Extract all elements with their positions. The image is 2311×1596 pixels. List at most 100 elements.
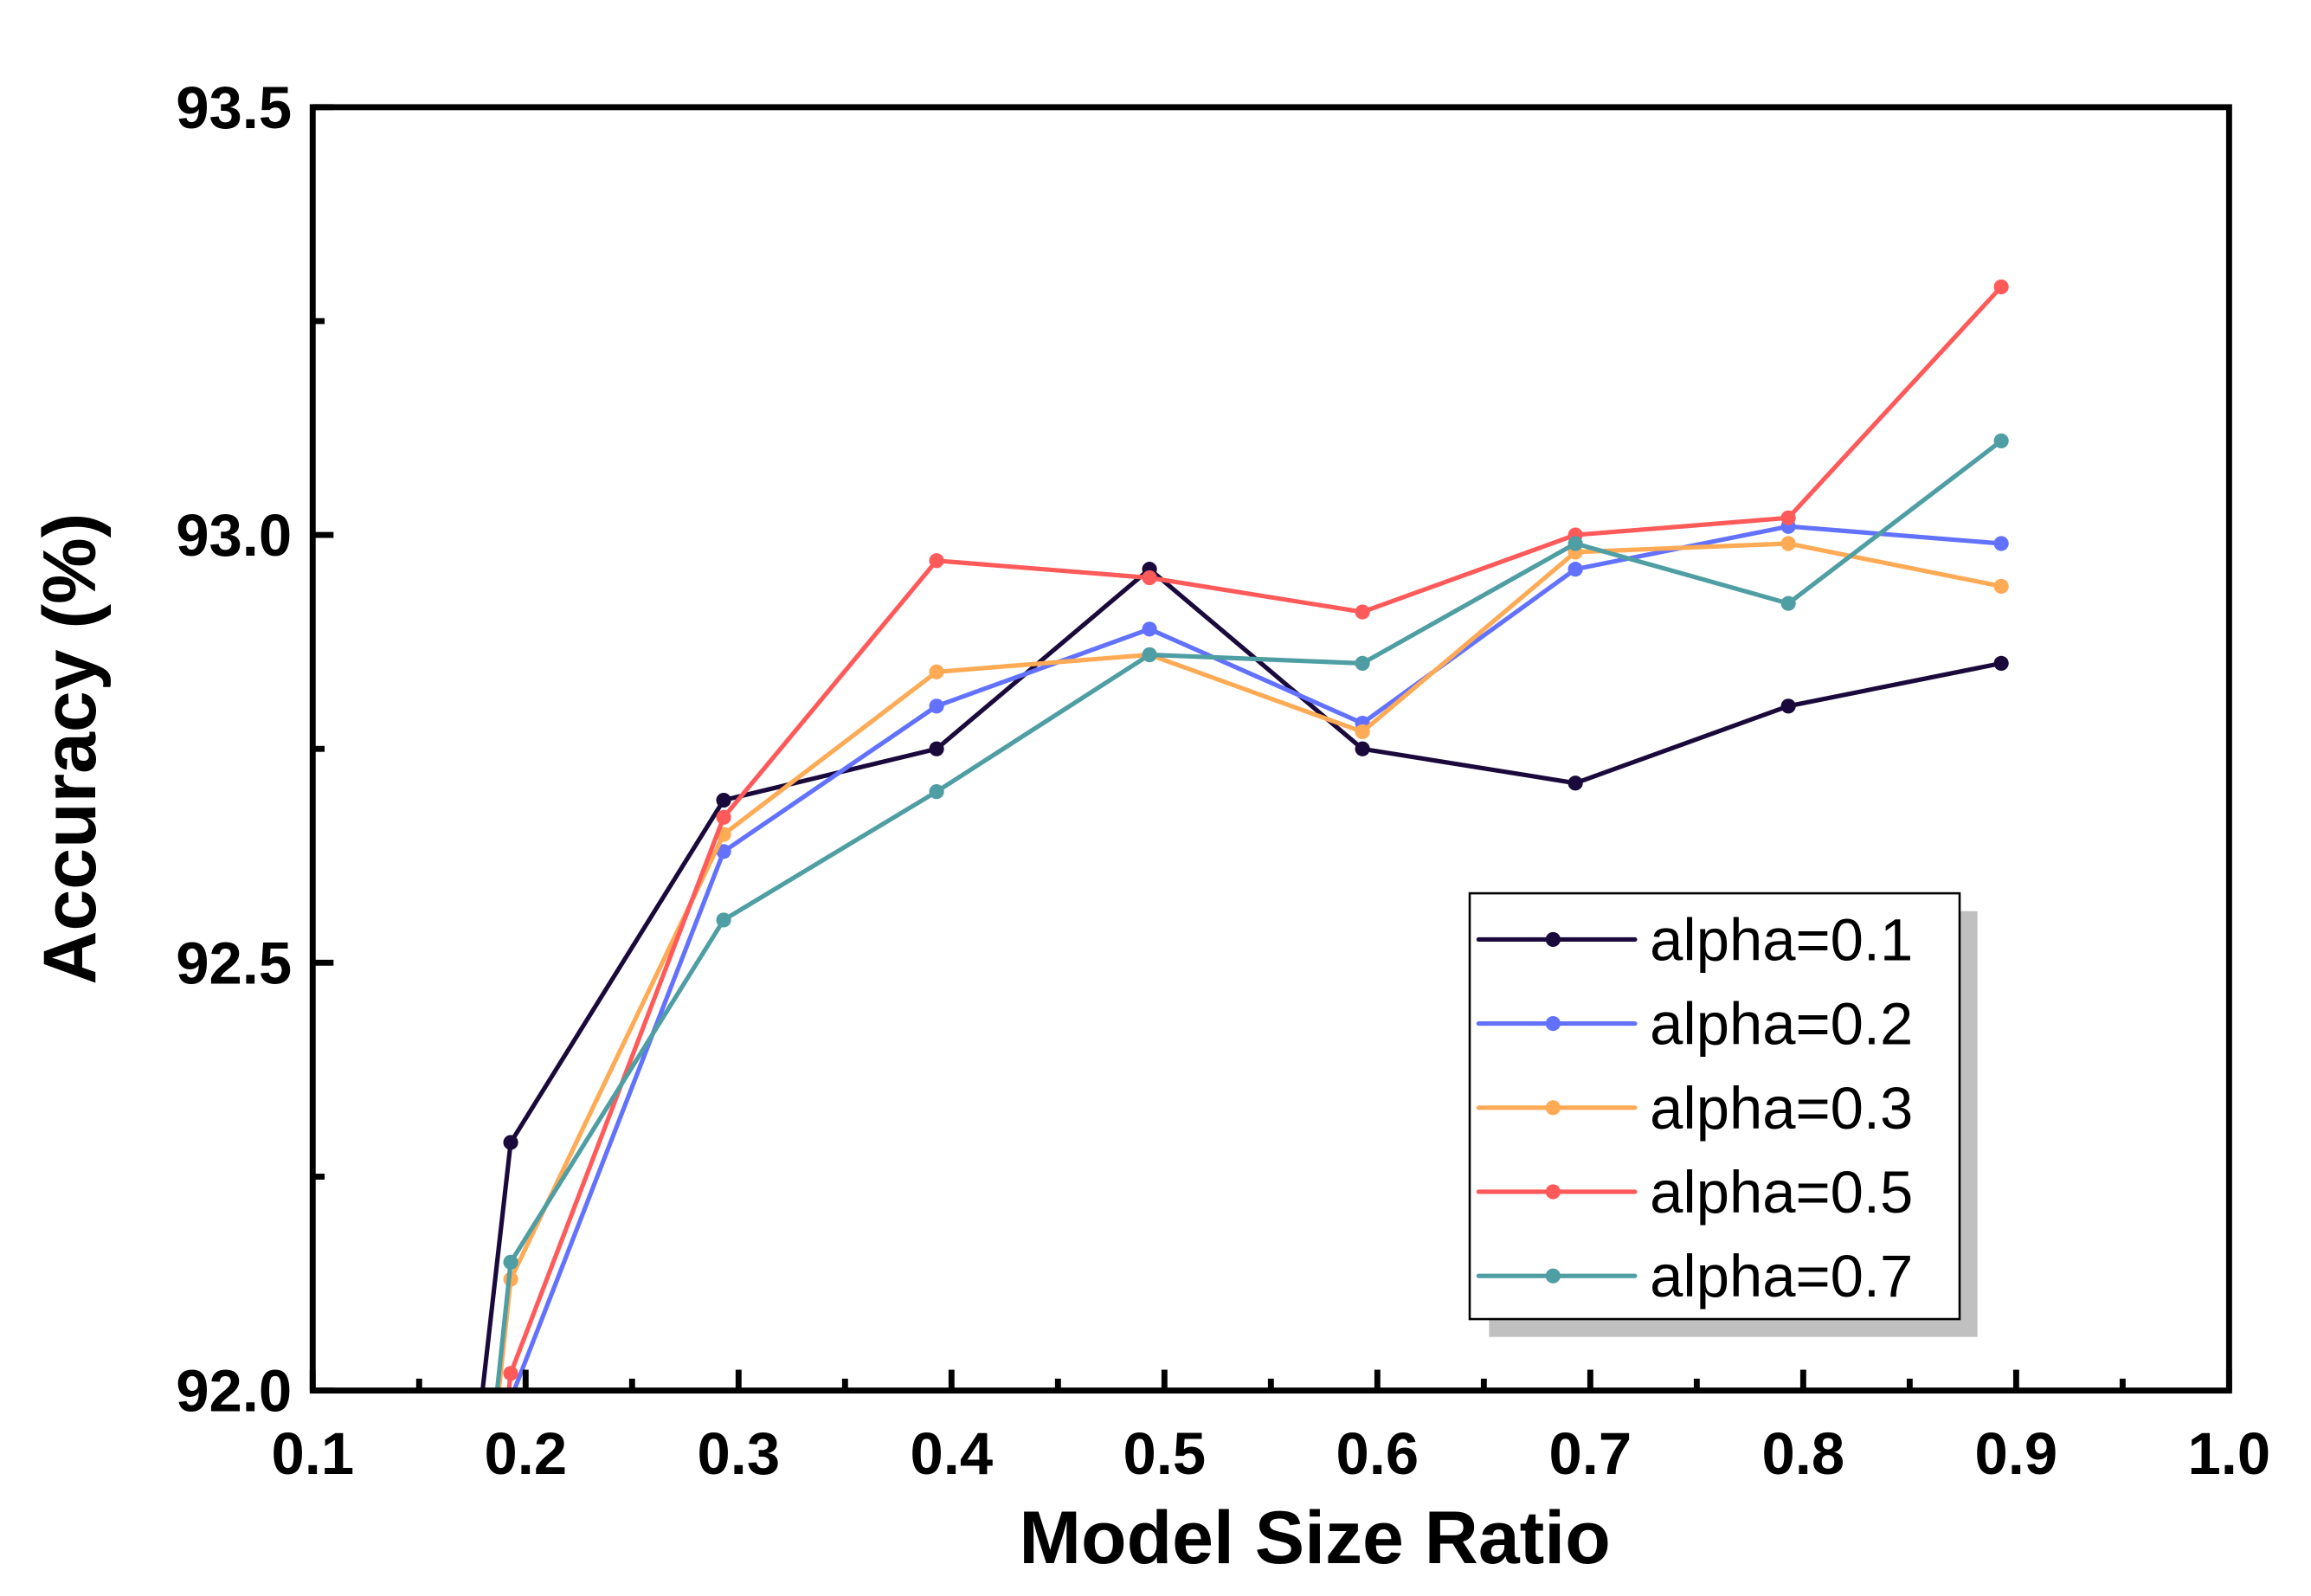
data-point [1780, 595, 1796, 611]
y-tick-label: 93.5 [176, 74, 292, 141]
data-point [1142, 621, 1157, 637]
series-line-segment [1786, 660, 2004, 709]
series-line-segment [508, 917, 726, 1265]
data-point [716, 844, 731, 859]
data-point [503, 1366, 518, 1381]
series-line-segment [934, 652, 1152, 795]
data-point [1567, 775, 1583, 791]
x-tick-label: 0.5 [1123, 1420, 1206, 1487]
legend-item: alpha=0.5 [1476, 1159, 1913, 1226]
data-point [929, 553, 944, 569]
series-line-segment [721, 704, 939, 854]
data-point [1355, 655, 1370, 671]
data-point [1780, 510, 1796, 525]
x-tick-label: 0.6 [1336, 1420, 1419, 1487]
series-line-segment [1147, 627, 1365, 726]
legend-item: alpha=0.2 [1476, 991, 1913, 1058]
series-line-segment [721, 789, 939, 923]
data-point [716, 792, 731, 808]
data-point [1993, 279, 2009, 295]
data-point [1993, 655, 2009, 671]
series-line-segment [1360, 550, 1578, 735]
y-tick-label: 92.0 [176, 1358, 292, 1425]
data-point [1780, 536, 1796, 551]
series-line-segment [1573, 704, 1791, 786]
data-point [503, 1254, 518, 1270]
legend-marker [1545, 931, 1561, 948]
data-point [1355, 724, 1370, 740]
series-line-segment [1786, 524, 2004, 546]
series-line-segment [934, 567, 1152, 751]
series-line-segment [1147, 652, 1365, 666]
series-line-segment [480, 1140, 513, 1393]
x-tick-label: 0.7 [1549, 1420, 1632, 1487]
data-point [1567, 536, 1583, 551]
series-line-segment [494, 1259, 513, 1393]
series-line-segment [1360, 541, 1578, 666]
data-point [1567, 562, 1583, 577]
series-line-segment [934, 652, 1152, 674]
legend-label: alpha=0.7 [1650, 1243, 1913, 1310]
series-line-segment [1573, 541, 1791, 606]
legend-item: alpha=0.7 [1476, 1243, 1913, 1310]
series-alpha=0.7 [494, 433, 2009, 1393]
data-point [1142, 570, 1157, 586]
series-line-segment [721, 669, 939, 837]
data-point [1993, 433, 2009, 448]
legend-label: alpha=0.2 [1650, 991, 1913, 1058]
y-tick-label: 92.5 [176, 930, 292, 996]
legend-label: alpha=0.5 [1650, 1159, 1913, 1226]
series-line-segment [508, 814, 726, 1376]
y-axis-label: Accuracy (%) [29, 513, 112, 985]
legend-marker [1545, 1268, 1561, 1284]
x-tick-label: 0.2 [484, 1420, 567, 1487]
series-alpha=0.2 [512, 518, 2009, 1393]
legend-marker [1545, 1100, 1561, 1116]
legend-label: alpha=0.3 [1650, 1075, 1913, 1142]
y-tick-label: 93.0 [176, 502, 292, 569]
data-point [1993, 578, 2009, 595]
series-line-segment [1147, 652, 1365, 735]
data-point [716, 912, 731, 928]
data-point [1355, 604, 1370, 620]
x-axis-label: Model Size Ratio [1019, 1496, 1610, 1580]
series-line-segment [1360, 746, 1578, 786]
data-point [1993, 536, 2009, 551]
series-line-segment [1786, 541, 2004, 589]
series-line-segment [1360, 532, 1578, 615]
legend-item: alpha=0.1 [1476, 907, 1913, 974]
x-tick-label: 0.3 [697, 1420, 780, 1487]
series-line-segment [721, 558, 939, 820]
data-point [1355, 741, 1370, 756]
x-tick-label: 0.9 [1975, 1420, 2058, 1487]
legend-marker [1545, 1016, 1561, 1032]
ticks-layer: 0.1 0.2 0.3 0.4 0.5 0.6 0.7 0.8 0.9 1.0 92.0 92.5 93… [176, 74, 2270, 1487]
data-point [929, 698, 944, 714]
series-line-segment [934, 627, 1152, 709]
x-tick-label: 0.8 [1762, 1420, 1845, 1487]
legend-label: alpha=0.1 [1650, 907, 1913, 974]
x-tick-label: 0.4 [910, 1420, 993, 1487]
data-point [929, 784, 944, 800]
series-layer [480, 279, 2009, 1393]
series-line-segment [512, 849, 726, 1393]
series-line-segment [508, 797, 726, 1145]
series-alpha=0.5 [503, 279, 2009, 1393]
series-line-segment [1360, 567, 1578, 726]
data-point [1780, 698, 1796, 714]
x-tick-label: 1.0 [2188, 1420, 2271, 1487]
series-line-segment [1786, 284, 2004, 520]
series-line-segment [721, 746, 939, 803]
legend-marker [1545, 1184, 1561, 1200]
series-line-segment [1147, 575, 1365, 615]
data-point [929, 741, 944, 756]
series-line-segment [1573, 541, 1791, 555]
series-line-segment [1786, 438, 2004, 606]
data-point [716, 809, 731, 825]
series-line-segment [934, 558, 1152, 581]
series-line-segment [1573, 515, 1791, 537]
legend: alpha=0.1 alpha=0.2 alpha=0.3 alpha=0.5 alph… [1468, 891, 1978, 1337]
data-point [503, 1135, 518, 1150]
x-tick-label: 0.1 [271, 1420, 354, 1487]
